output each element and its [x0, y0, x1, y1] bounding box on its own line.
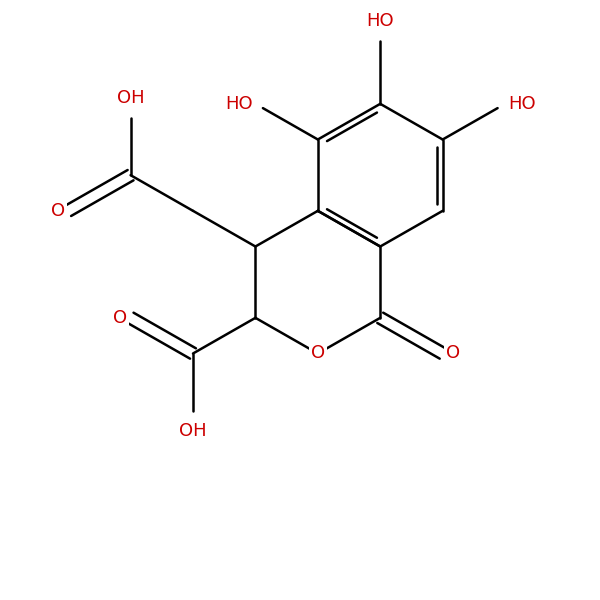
- Text: OH: OH: [117, 89, 145, 107]
- Text: O: O: [446, 344, 460, 362]
- Text: OH: OH: [179, 422, 207, 440]
- Text: O: O: [51, 202, 65, 220]
- Text: HO: HO: [367, 11, 394, 29]
- Text: HO: HO: [225, 95, 253, 113]
- Text: HO: HO: [508, 95, 536, 113]
- Text: O: O: [113, 309, 128, 327]
- Text: O: O: [311, 344, 325, 362]
